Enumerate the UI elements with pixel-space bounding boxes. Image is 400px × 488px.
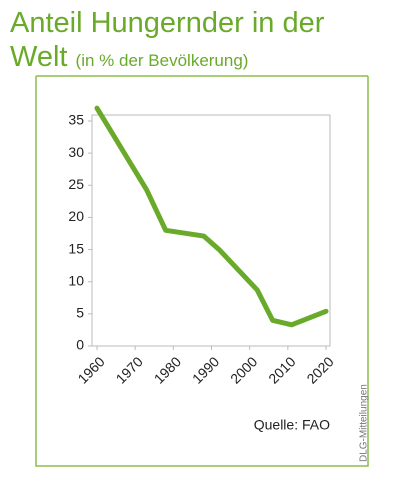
data-line — [94, 105, 329, 328]
chart-subtitle: (in % der Bevölkerung) — [75, 51, 249, 70]
chart-title: Anteil Hungernder in der Welt — [10, 7, 325, 73]
credit: DLG-Mitteilungen — [359, 384, 370, 462]
x-tick-label: 2010 — [265, 353, 298, 386]
x-tick-label: 2000 — [227, 353, 260, 386]
y-tick-label: 15 — [68, 240, 84, 256]
x-tick-label: 1970 — [113, 353, 146, 386]
x-tick-label: 1980 — [151, 353, 184, 386]
y-tick-label: 25 — [68, 176, 84, 192]
y-tick-label: 10 — [68, 272, 84, 288]
x-tick-label: 2020 — [303, 353, 336, 386]
y-tick-label: 0 — [76, 337, 84, 353]
y-tick-label: 5 — [76, 305, 84, 321]
y-tick-label: 20 — [68, 208, 84, 224]
y-tick-label: 35 — [68, 112, 84, 128]
x-tick-label: 1960 — [74, 353, 107, 386]
x-tick-label: 1990 — [189, 353, 222, 386]
plot-area — [91, 114, 331, 347]
y-tick-label: 30 — [68, 144, 84, 160]
source: Quelle: FAO — [254, 417, 330, 433]
frame — [35, 76, 369, 467]
chart-heading: Anteil Hungernder in der Welt (in % der … — [10, 6, 340, 78]
